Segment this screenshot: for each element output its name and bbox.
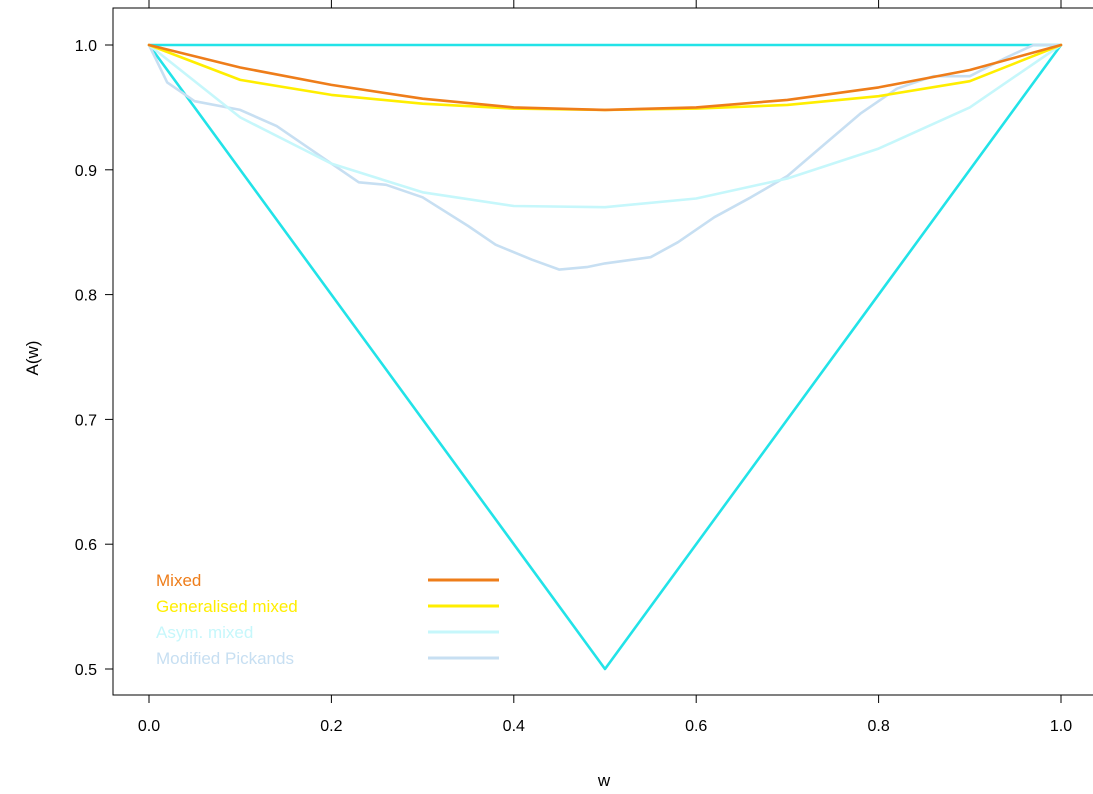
- legend-label: Modified Pickands: [156, 649, 294, 668]
- series-line-bound: [147, 43, 1063, 671]
- x-tick-label: 0.8: [867, 718, 889, 735]
- y-tick-label: 0.6: [75, 537, 97, 554]
- plot-frame: [112, 7, 1093, 696]
- x-tick-label: 1.0: [1050, 718, 1072, 735]
- series-layer: [147, 43, 1063, 671]
- legend: Mixed Generalised mixed Asym. mixed Modifie…: [156, 571, 499, 668]
- series-line-modified-pickands: [147, 43, 1063, 271]
- y-tick-label: 0.7: [75, 412, 97, 429]
- y-tick-label: 1.0: [75, 38, 97, 55]
- x-tick-label: 0.0: [138, 718, 160, 735]
- series-line-mixed: [147, 43, 1063, 112]
- x-tick-label: 0.4: [503, 718, 525, 735]
- y-tick-label: 0.5: [75, 662, 97, 679]
- y-axis-ticks: 0.5 0.6 0.7 0.8 0.9 1.0: [75, 38, 113, 679]
- x-axis-ticks: 0.0 0.2 0.4 0.6 0.8 1.0: [138, 0, 1072, 735]
- legend-label: Mixed: [156, 571, 201, 590]
- y-tick-label: 0.9: [75, 163, 97, 180]
- series-line-asym-mixed: [147, 43, 1063, 209]
- legend-label: Asym. mixed: [156, 623, 253, 642]
- y-axis-label: A(w): [23, 341, 42, 376]
- x-axis-label: w: [597, 771, 611, 790]
- legend-label: Generalised mixed: [156, 597, 298, 616]
- x-tick-label: 0.2: [320, 718, 342, 735]
- y-tick-label: 0.8: [75, 288, 97, 305]
- x-tick-label: 0.6: [685, 718, 707, 735]
